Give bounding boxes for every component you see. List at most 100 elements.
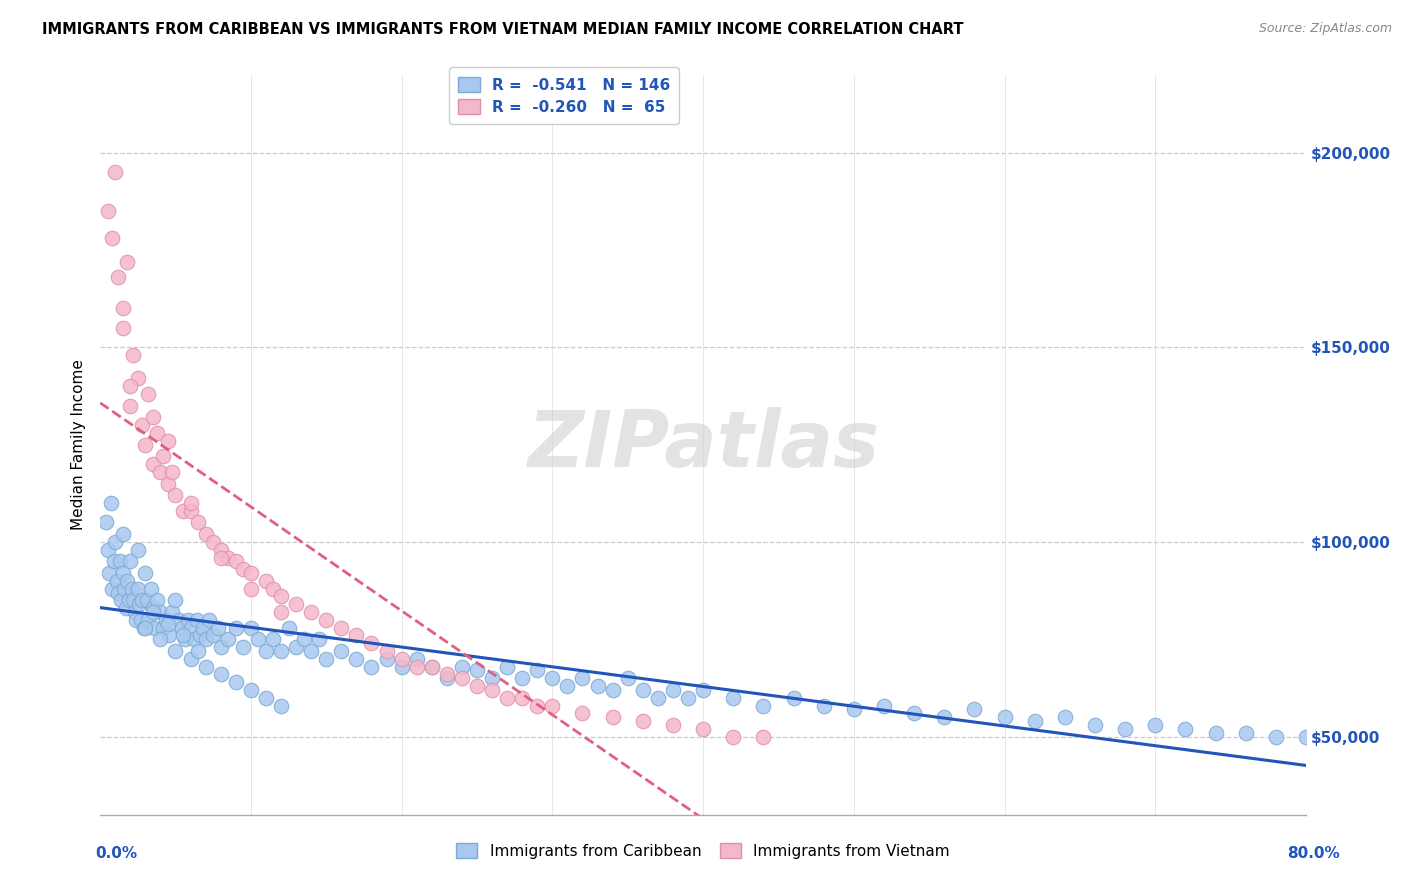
Point bbox=[118, 593, 141, 607]
Point bbox=[142, 410, 165, 425]
Point bbox=[557, 679, 579, 693]
Point bbox=[842, 702, 865, 716]
Point bbox=[285, 640, 308, 654]
Legend: R =  -0.541   N = 146, R =  -0.260   N =  65: R = -0.541 N = 146, R = -0.260 N = 65 bbox=[450, 68, 679, 124]
Point bbox=[510, 690, 533, 705]
Legend: Immigrants from Caribbean, Immigrants from Vietnam: Immigrants from Caribbean, Immigrants fr… bbox=[450, 837, 956, 864]
Point bbox=[101, 231, 124, 245]
Point bbox=[156, 476, 179, 491]
Point bbox=[662, 718, 685, 732]
Point bbox=[104, 165, 127, 179]
Point bbox=[131, 593, 153, 607]
Point bbox=[420, 659, 443, 673]
Point bbox=[1205, 725, 1227, 739]
Point bbox=[263, 582, 285, 596]
Point bbox=[420, 659, 443, 673]
Point bbox=[149, 605, 172, 619]
Point bbox=[143, 621, 166, 635]
Point bbox=[330, 621, 353, 635]
Point bbox=[1024, 714, 1046, 728]
Point bbox=[232, 640, 254, 654]
Point bbox=[165, 593, 187, 607]
Point bbox=[134, 566, 156, 580]
Point bbox=[344, 628, 367, 642]
Point bbox=[111, 301, 134, 316]
Point bbox=[676, 690, 699, 705]
Point bbox=[98, 566, 121, 580]
Text: Source: ZipAtlas.com: Source: ZipAtlas.com bbox=[1258, 22, 1392, 36]
Point bbox=[721, 730, 744, 744]
Point bbox=[299, 644, 322, 658]
Point bbox=[330, 644, 353, 658]
Point bbox=[152, 450, 174, 464]
Point bbox=[209, 667, 232, 681]
Point bbox=[1144, 718, 1167, 732]
Point bbox=[162, 605, 184, 619]
Point bbox=[101, 582, 124, 596]
Point bbox=[813, 698, 835, 713]
Point bbox=[156, 434, 179, 448]
Point bbox=[207, 621, 229, 635]
Point bbox=[108, 554, 131, 568]
Point bbox=[270, 605, 292, 619]
Point bbox=[752, 730, 775, 744]
Point bbox=[97, 542, 120, 557]
Point bbox=[217, 632, 239, 647]
Point bbox=[187, 516, 209, 530]
Point bbox=[135, 593, 157, 607]
Point bbox=[647, 690, 669, 705]
Point bbox=[602, 710, 624, 724]
Point bbox=[209, 542, 232, 557]
Point bbox=[180, 652, 202, 666]
Point bbox=[112, 582, 135, 596]
Point bbox=[127, 371, 149, 385]
Point bbox=[360, 636, 382, 650]
Point bbox=[156, 616, 179, 631]
Point bbox=[247, 632, 270, 647]
Point bbox=[270, 644, 292, 658]
Point bbox=[405, 659, 427, 673]
Point bbox=[299, 605, 322, 619]
Point bbox=[1053, 710, 1076, 724]
Point bbox=[631, 714, 654, 728]
Point bbox=[571, 671, 593, 685]
Point bbox=[510, 671, 533, 685]
Point bbox=[1174, 722, 1197, 736]
Point bbox=[124, 605, 146, 619]
Text: 80.0%: 80.0% bbox=[1286, 847, 1340, 861]
Point bbox=[117, 574, 139, 588]
Point bbox=[96, 516, 118, 530]
Point bbox=[209, 640, 232, 654]
Point bbox=[183, 632, 205, 647]
Point bbox=[120, 554, 142, 568]
Point bbox=[146, 425, 169, 440]
Point bbox=[170, 621, 193, 635]
Point bbox=[194, 527, 217, 541]
Point bbox=[239, 582, 262, 596]
Point bbox=[1084, 718, 1107, 732]
Point bbox=[149, 632, 172, 647]
Point bbox=[127, 582, 149, 596]
Point bbox=[217, 550, 239, 565]
Y-axis label: Median Family Income: Median Family Income bbox=[72, 359, 86, 530]
Point bbox=[903, 706, 925, 721]
Point bbox=[239, 566, 262, 580]
Point bbox=[180, 496, 202, 510]
Point bbox=[344, 652, 367, 666]
Point bbox=[225, 621, 247, 635]
Point bbox=[142, 457, 165, 471]
Point bbox=[110, 593, 132, 607]
Point bbox=[97, 203, 120, 218]
Point bbox=[128, 597, 150, 611]
Point bbox=[165, 644, 187, 658]
Point bbox=[107, 585, 129, 599]
Point bbox=[176, 613, 198, 627]
Point bbox=[315, 652, 337, 666]
Point bbox=[1295, 730, 1317, 744]
Point bbox=[172, 628, 194, 642]
Point bbox=[162, 465, 184, 479]
Point bbox=[111, 320, 134, 334]
Point bbox=[134, 437, 156, 451]
Point bbox=[142, 605, 165, 619]
Point bbox=[191, 621, 214, 635]
